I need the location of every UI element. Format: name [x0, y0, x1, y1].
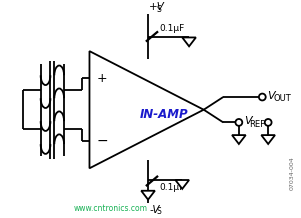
Text: 0.1μF: 0.1μF: [160, 24, 185, 33]
Polygon shape: [232, 135, 246, 144]
Polygon shape: [89, 51, 204, 168]
Text: OUT: OUT: [273, 94, 291, 104]
Text: IN-AMP: IN-AMP: [139, 108, 188, 121]
Text: +V: +V: [149, 2, 165, 12]
Text: 0.1μF: 0.1μF: [160, 183, 185, 192]
Text: −: −: [96, 134, 108, 148]
Text: REF: REF: [250, 120, 265, 129]
Text: S: S: [157, 207, 162, 216]
Polygon shape: [261, 135, 275, 144]
Text: S: S: [157, 5, 162, 14]
Polygon shape: [141, 191, 155, 200]
Polygon shape: [182, 37, 196, 46]
Text: www.cntronics.com: www.cntronics.com: [74, 204, 148, 213]
Text: +: +: [97, 72, 107, 85]
Text: V: V: [267, 91, 275, 101]
Text: -V: -V: [149, 205, 160, 215]
Text: V: V: [244, 116, 251, 126]
Polygon shape: [175, 180, 189, 189]
Text: 07034-004: 07034-004: [290, 156, 295, 190]
